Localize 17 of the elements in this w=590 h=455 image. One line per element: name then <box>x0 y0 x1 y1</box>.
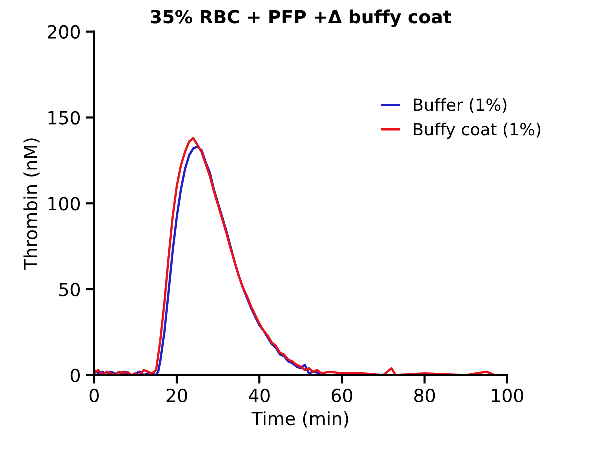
y-tick-label: 100 <box>48 197 80 211</box>
y-tick-label: 200 <box>48 25 80 39</box>
x-tick-label: 20 <box>166 388 188 403</box>
legend-label: Buffy coat (1%) <box>414 122 541 139</box>
x-tick-label: 0 <box>90 388 99 403</box>
x-tick-label: 80 <box>414 388 436 403</box>
x-tick-label: 40 <box>248 388 270 403</box>
y-axis-title: Thrombin (nM) <box>24 138 40 270</box>
x-tick-label: 60 <box>332 388 352 403</box>
y-tick-label: 150 <box>48 111 80 125</box>
line-series <box>94 146 323 376</box>
y-tick-label: 0 <box>70 368 80 382</box>
chart-title: 35% RBC + PFP +Δ buffy coat <box>151 10 452 28</box>
x-tick-label: 100 <box>492 388 524 403</box>
x-axis-title: Time (min) <box>252 412 348 428</box>
y-tick-label: 50 <box>60 282 80 297</box>
legend-label: Buffer (1%) <box>414 98 507 114</box>
